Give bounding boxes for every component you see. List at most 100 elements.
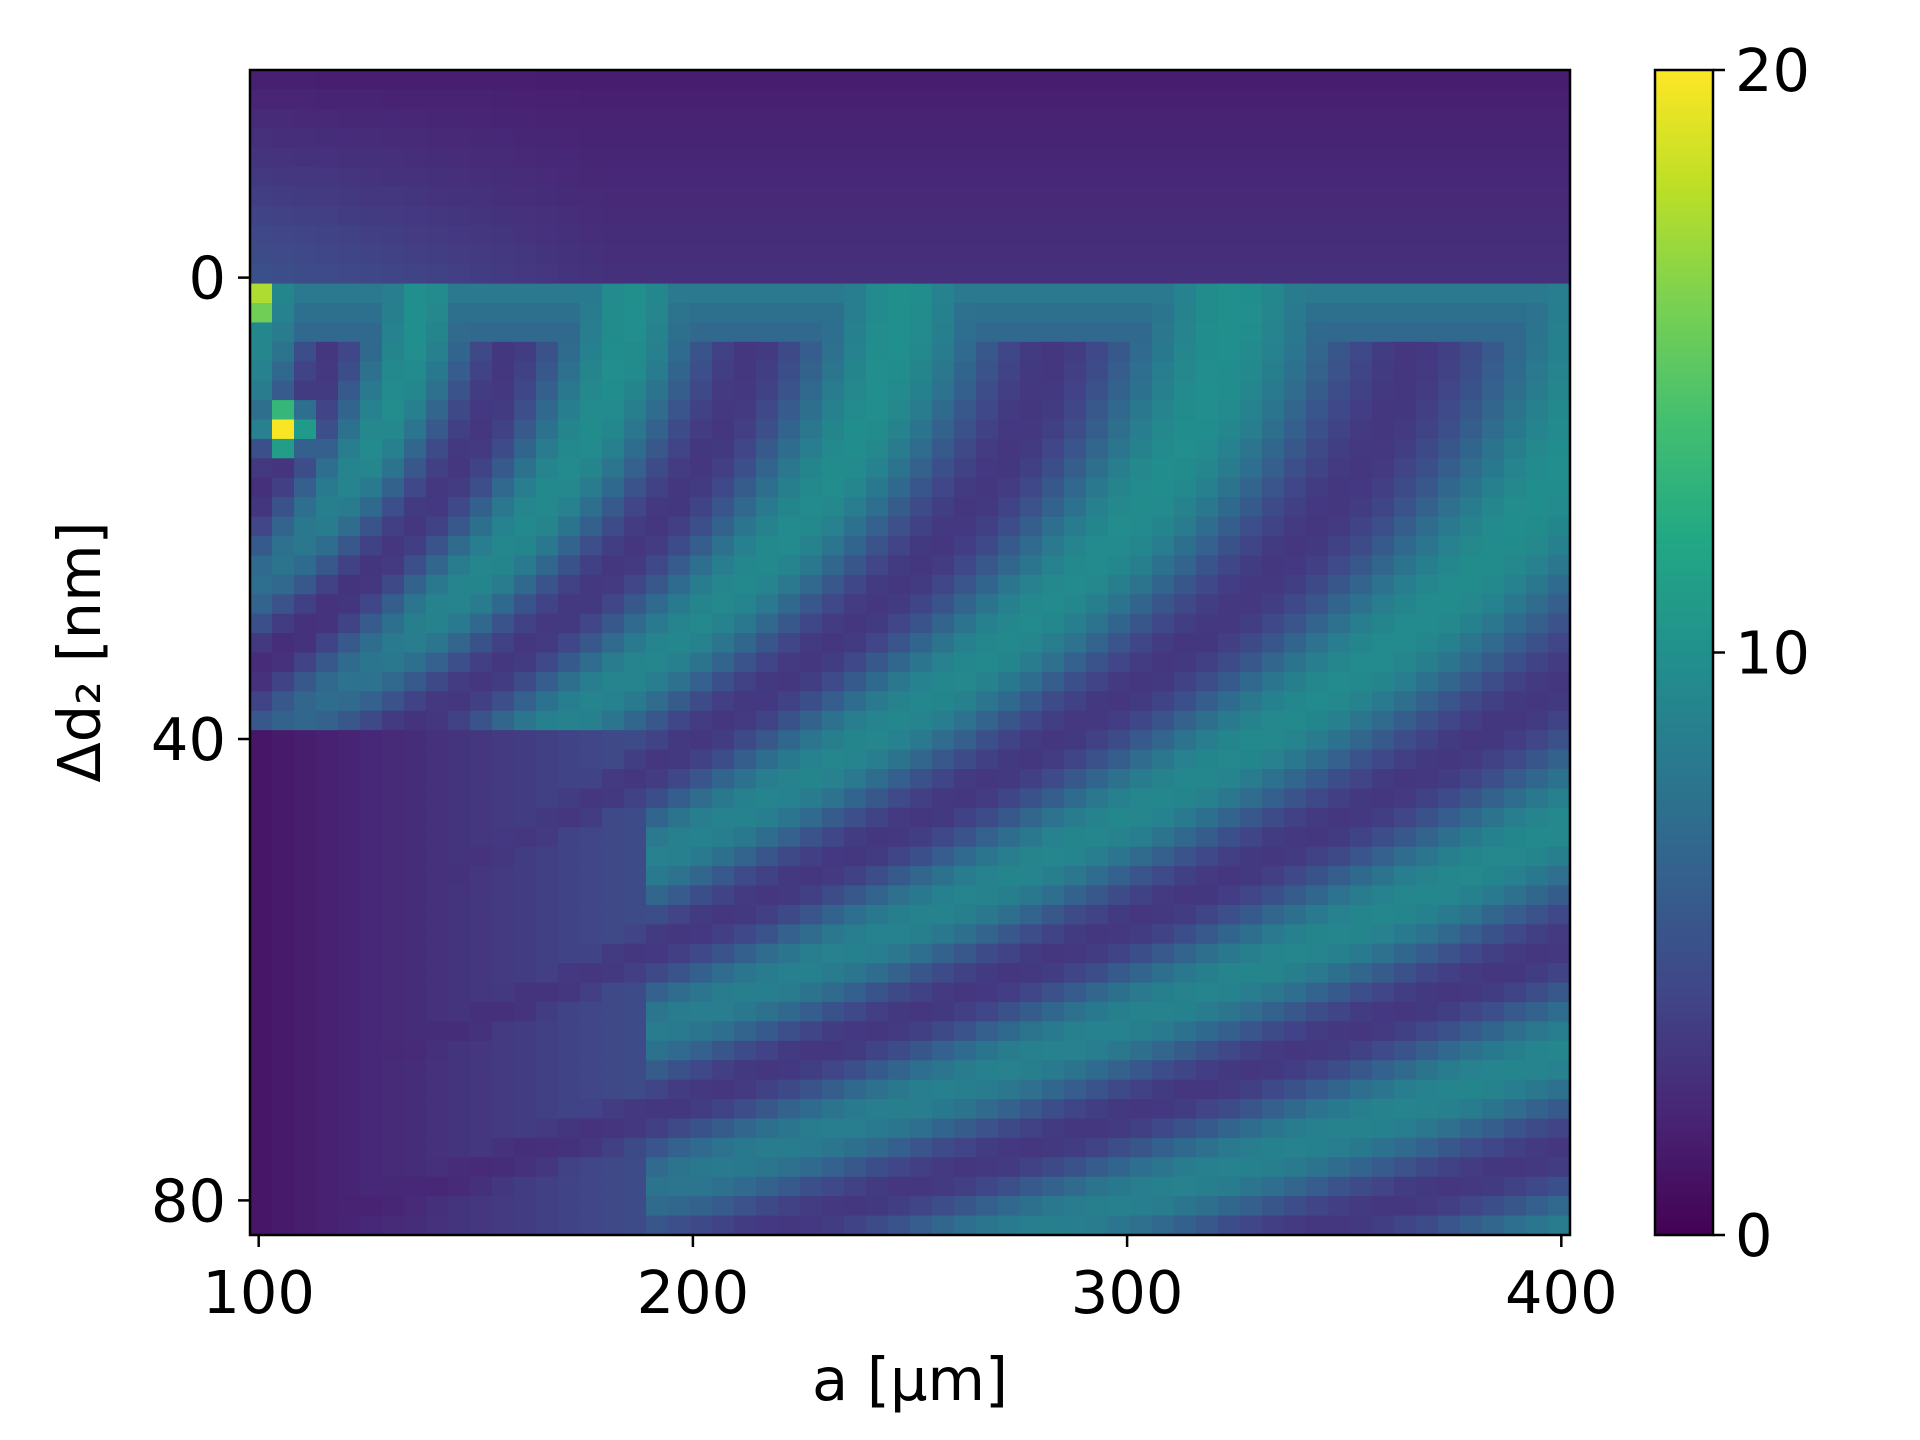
heatmap-cell (624, 710, 647, 731)
heatmap-cell (360, 885, 383, 906)
heatmap-cell (734, 963, 757, 984)
heatmap-cell (602, 710, 625, 731)
heatmap-cell (888, 691, 911, 712)
heatmap-cell (932, 70, 955, 91)
heatmap-cell (580, 341, 603, 362)
heatmap-cell (360, 1215, 383, 1236)
heatmap-cell (514, 108, 537, 129)
heatmap-cell (954, 1002, 977, 1023)
heatmap-cell (888, 128, 911, 149)
heatmap-cell (954, 303, 977, 324)
heatmap-cell (492, 205, 515, 226)
heatmap-cell (1020, 128, 1043, 149)
heatmap-cell (976, 574, 999, 595)
heatmap-cell (250, 322, 273, 343)
heatmap-cell (338, 419, 361, 440)
heatmap-cell (866, 613, 889, 634)
heatmap-cell (1174, 1176, 1197, 1197)
heatmap-cell (272, 303, 295, 324)
heatmap-cell (1394, 1215, 1417, 1236)
heatmap-cell (1416, 497, 1439, 518)
heatmap-cell (1328, 730, 1351, 751)
heatmap-cell (1108, 1099, 1131, 1120)
heatmap-cell (646, 303, 669, 324)
heatmap-cell (866, 1176, 889, 1197)
heatmap-cell (1086, 807, 1109, 828)
heatmap-cell (690, 846, 713, 867)
heatmap-cell (1328, 555, 1351, 576)
heatmap-cell (1152, 1196, 1175, 1217)
heatmap-cell (668, 1118, 691, 1139)
heatmap-cell (404, 1099, 427, 1120)
heatmap-cell (382, 749, 405, 770)
heatmap-cell (778, 380, 801, 401)
heatmap-cell (360, 341, 383, 362)
heatmap-cell (1086, 536, 1109, 557)
heatmap-cell (1460, 633, 1483, 654)
heatmap-cell (1284, 769, 1307, 790)
heatmap-cell (734, 671, 757, 692)
heatmap-cell (844, 1040, 867, 1061)
heatmap-cell (1218, 633, 1241, 654)
heatmap-cell (1372, 574, 1395, 595)
heatmap-cell (1108, 1021, 1131, 1042)
heatmap-cell (1482, 1157, 1505, 1178)
heatmap-cell (1482, 769, 1505, 790)
heatmap-cell (1394, 303, 1417, 324)
heatmap-cell (954, 555, 977, 576)
heatmap-cell (712, 633, 735, 654)
heatmap-cell (1020, 380, 1043, 401)
heatmap-cell (1042, 361, 1065, 382)
heatmap-cell (1416, 128, 1439, 149)
heatmap-cell (624, 167, 647, 188)
heatmap-cell (602, 380, 625, 401)
heatmap-cell (250, 264, 273, 285)
heatmap-cell (976, 613, 999, 634)
heatmap-cell (954, 167, 977, 188)
heatmap-cell (558, 963, 581, 984)
heatmap-cell (470, 574, 493, 595)
heatmap-cell (976, 536, 999, 557)
heatmap-cell (932, 497, 955, 518)
heatmap-cell (1108, 186, 1131, 207)
heatmap-cell (1130, 613, 1153, 634)
heatmap-cell (1372, 982, 1395, 1003)
heatmap-cell (272, 419, 295, 440)
heatmap-cell (778, 885, 801, 906)
heatmap-cell (1174, 807, 1197, 828)
heatmap-cell (514, 303, 537, 324)
heatmap-cell (492, 536, 515, 557)
heatmap-cell (1438, 1215, 1461, 1236)
heatmap-cell (250, 438, 273, 459)
heatmap-cell (272, 730, 295, 751)
heatmap-cell (1504, 89, 1527, 110)
heatmap-cell (778, 769, 801, 790)
heatmap-cell (448, 1040, 471, 1061)
heatmap-cell (1394, 516, 1417, 537)
heatmap-cell (1504, 1002, 1527, 1023)
heatmap-cell (470, 516, 493, 537)
heatmap-cell (1042, 497, 1065, 518)
heatmap-cell (360, 1040, 383, 1061)
heatmap-cell (888, 1215, 911, 1236)
heatmap-cell (932, 769, 955, 790)
heatmap-cell (294, 904, 317, 925)
heatmap-cell (1372, 341, 1395, 362)
heatmap-cell (1504, 108, 1527, 129)
heatmap-cell (778, 613, 801, 634)
heatmap-cell (426, 807, 449, 828)
heatmap-cell (1064, 147, 1087, 168)
heatmap-cell (822, 89, 845, 110)
heatmap-cell (1416, 70, 1439, 91)
heatmap-cell (1438, 361, 1461, 382)
heatmap-cell (866, 186, 889, 207)
heatmap-cell (778, 438, 801, 459)
heatmap-cell (316, 1040, 339, 1061)
heatmap-cell (668, 749, 691, 770)
heatmap-cell (1460, 904, 1483, 925)
heatmap-cell (470, 943, 493, 964)
heatmap-cell (492, 89, 515, 110)
heatmap-cell (360, 710, 383, 731)
heatmap-cell (1020, 924, 1043, 945)
heatmap-cell (1372, 652, 1395, 673)
